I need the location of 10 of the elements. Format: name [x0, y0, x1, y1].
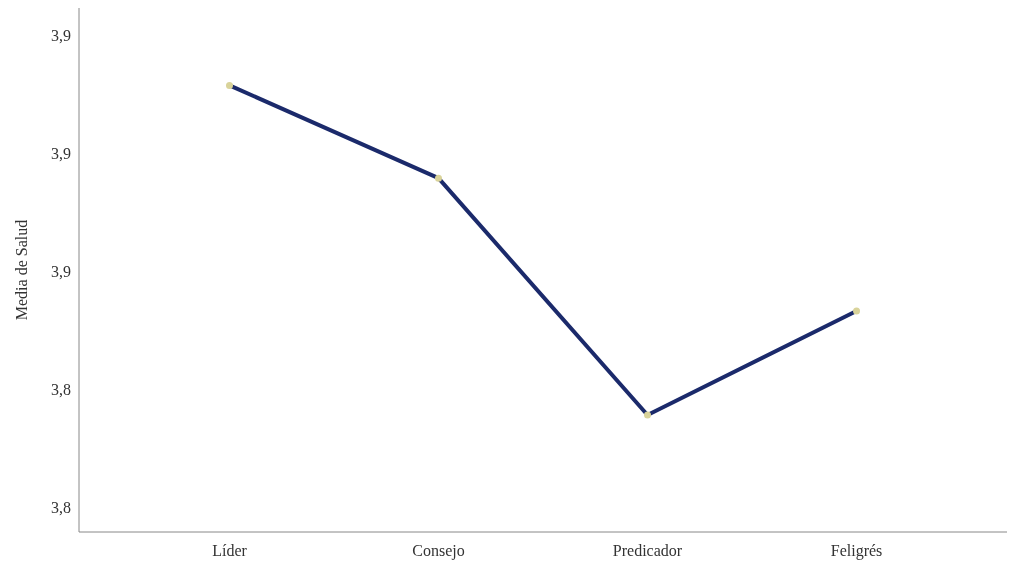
x-tick-label: Feligrés — [830, 542, 883, 560]
y-tick-label: 3,9 — [51, 263, 71, 281]
y-tick-label: 3,8 — [51, 499, 71, 517]
y-tick-label: 3,9 — [51, 26, 71, 44]
x-tick-label: Consejo — [412, 542, 465, 560]
y-tick-label: 3,8 — [51, 381, 71, 399]
x-tick-label: Predicador — [612, 542, 683, 559]
y-tick-label: 3,9 — [51, 144, 71, 162]
y-axis-title: Media de Salud — [13, 219, 30, 321]
x-tick-label: Líder — [212, 542, 248, 559]
